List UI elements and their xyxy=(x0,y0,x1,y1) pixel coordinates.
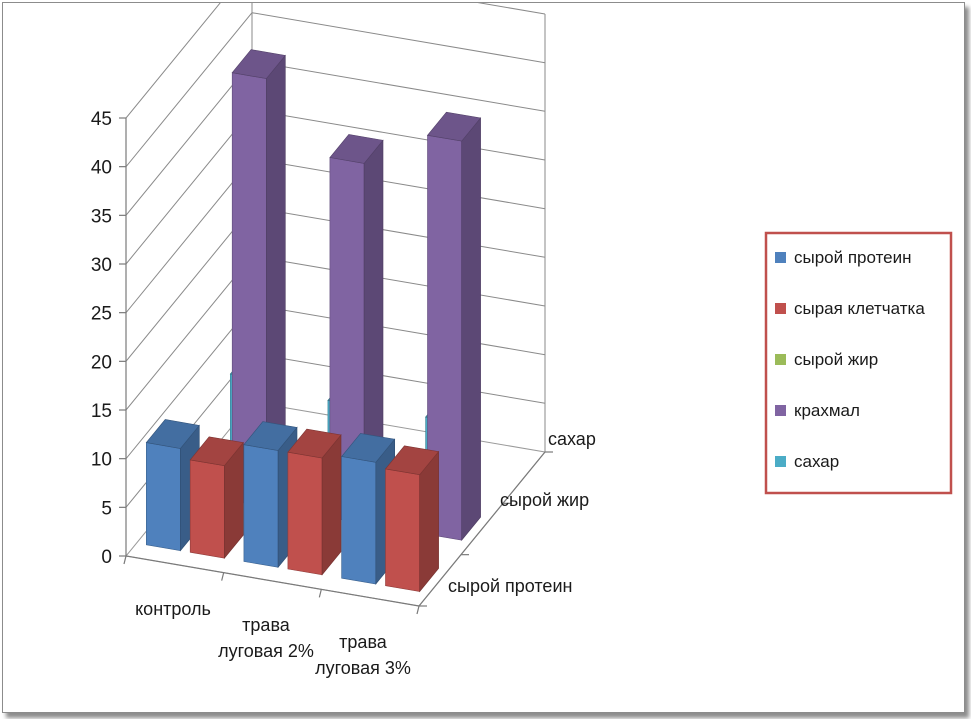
depth-label: сырой протеин xyxy=(448,576,572,596)
bar-3-1 xyxy=(329,134,384,525)
bar-side-face xyxy=(321,434,342,576)
legend-label: сырой протеин xyxy=(794,248,912,267)
y-tick-label: 20 xyxy=(91,352,112,373)
chart-bars xyxy=(145,49,482,593)
depth-axis-line xyxy=(418,451,546,607)
bar-3-0 xyxy=(231,49,286,508)
bar-top-face xyxy=(243,421,298,451)
bar-1-0 xyxy=(189,436,244,560)
y-tick-label: 30 xyxy=(91,255,112,276)
legend-swatch xyxy=(775,303,786,314)
legend-label: крахмал xyxy=(794,401,860,420)
bar-1-1 xyxy=(287,428,342,576)
bar-front-face xyxy=(287,451,323,576)
back-wall xyxy=(252,3,545,452)
legend-label: сырая клетчатка xyxy=(794,299,925,318)
bar-top-face xyxy=(426,111,482,142)
y-tick-label: 45 xyxy=(91,109,112,130)
bar-front-face xyxy=(341,456,377,585)
chart-canvas: 0 5 10 15 20 25 30 35 40 45 контроль трава луговая 2… xyxy=(91,3,953,678)
x-tick xyxy=(221,572,225,581)
x-tick xyxy=(123,555,127,565)
x-axis-line xyxy=(125,555,420,607)
bar-side-face xyxy=(461,117,481,542)
depth-label: сырой жир xyxy=(500,490,589,510)
bar-top-face xyxy=(231,49,286,79)
legend-label: сахар xyxy=(794,452,839,471)
y-tick-label: 5 xyxy=(101,498,112,519)
legend-swatch xyxy=(775,354,786,365)
category-label: трава xyxy=(242,615,291,635)
bar-top-face xyxy=(189,436,244,467)
side-wall xyxy=(126,3,252,556)
gridline xyxy=(125,3,546,119)
y-tick-label: 0 xyxy=(101,547,112,568)
bar-top-face xyxy=(341,433,396,463)
bar-front-face xyxy=(385,468,421,592)
y-tick-label: 25 xyxy=(91,304,112,325)
legend-box xyxy=(764,231,953,495)
legend-swatch xyxy=(775,252,786,263)
bar-top-face xyxy=(145,419,200,449)
bar-side-face xyxy=(419,450,439,593)
y-tick-label: 35 xyxy=(91,206,112,227)
bar-top-face xyxy=(287,428,342,459)
legend-swatch xyxy=(775,456,786,467)
y-tick-label: 15 xyxy=(91,401,112,422)
bar-1-2 xyxy=(384,445,440,593)
chart-labels: 0 5 10 15 20 25 30 35 40 45 контроль трава луговая 2… xyxy=(91,109,596,678)
x-tick xyxy=(318,589,322,598)
category-label: контроль xyxy=(135,599,211,619)
bar-front-face xyxy=(243,444,279,568)
y-tick-label: 40 xyxy=(91,158,112,179)
legend-swatch xyxy=(775,405,786,416)
depth-label: сахар xyxy=(548,429,596,449)
category-label: луговая 2% xyxy=(218,641,314,661)
bar-front-face xyxy=(146,442,181,552)
bar-3-2 xyxy=(426,111,482,542)
bar-front-face xyxy=(189,459,225,559)
category-label: луговая 3% xyxy=(315,658,411,678)
legend-label: сырой жир xyxy=(794,350,878,369)
bar-top-face xyxy=(329,134,384,164)
category-label: трава xyxy=(339,632,388,652)
chart-legend: сырой протеин сырая клетчатка сырой жир кра… xyxy=(764,231,953,495)
y-tick-label: 10 xyxy=(91,450,112,471)
bar-top-face xyxy=(384,445,440,476)
chart-axes xyxy=(119,117,553,615)
x-tick xyxy=(416,605,420,615)
